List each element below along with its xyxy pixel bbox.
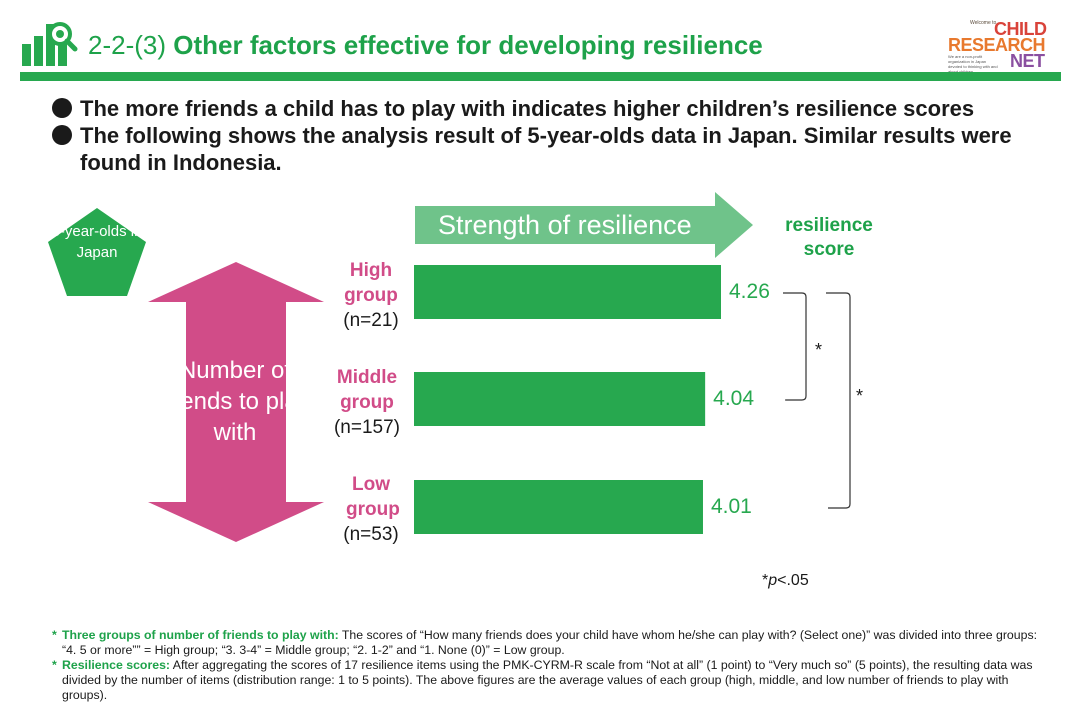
bar-chart-magnifier-icon [22, 22, 78, 66]
subject-badge: 5-year-olds in Japan [51, 223, 143, 261]
bar-middle [414, 372, 706, 426]
bar-value-label: 4.01 [710, 495, 752, 518]
p-note-p: p [768, 572, 778, 589]
header-rule [20, 72, 1061, 81]
significance-mark: * [856, 386, 864, 406]
p-value-note: *p<.05 [762, 572, 809, 590]
footnote-text: The scores of “How many friends does you… [62, 628, 1038, 657]
footnotes: * Three groups of number of friends to p… [52, 628, 1052, 703]
header: 2-2-(3) Other factors effective for deve… [0, 0, 1071, 84]
group-name: High group [344, 260, 398, 306]
group-name: Low group [346, 474, 400, 520]
section-code: 2-2-(3) [88, 30, 167, 60]
group-label-high: High group (n=21) [326, 258, 416, 333]
group-n: (n=157) [333, 417, 401, 438]
pentagon-badge-icon [48, 208, 146, 296]
brand-welcome: Welcome to [970, 20, 997, 26]
group-n: (n=21) [343, 310, 399, 331]
friends-axis-label: Number of friends to play with [160, 357, 310, 446]
significance-bracket-high-low [826, 292, 851, 509]
bullet-text: The more friends a child has to play wit… [80, 96, 975, 121]
group-label-middle: Middle group (n=157) [322, 365, 412, 440]
bar-high [414, 265, 721, 319]
brand-tagline: We are a non-profit organization in Japa… [948, 54, 998, 74]
significance-bracket-high-middle [783, 292, 807, 401]
footnote: * Resilience scores: After aggregating t… [52, 658, 1052, 703]
footnote: * Three groups of number of friends to p… [52, 628, 1052, 658]
bar-value-label: 4.26 [729, 280, 770, 303]
brand-word-child: CHILD [994, 19, 1047, 39]
footnote-heading: Resilience scores: [62, 658, 171, 672]
brand-logo: Welcome to CHILD RESEARCH NET We are a n… [946, 18, 1054, 74]
bullet-text: The following shows the analysis result … [80, 123, 1012, 175]
group-label-low: Low group (n=53) [326, 472, 416, 547]
brand-word-research: RESEARCH [948, 35, 1046, 55]
bullet-dot-icon [52, 125, 72, 145]
bar-value-label: 4.04 [713, 387, 755, 410]
brand-word-net: NET [1010, 51, 1045, 71]
footnote-text: After aggregating the scores of 17 resil… [62, 658, 1033, 702]
strength-arrow-icon [415, 192, 753, 258]
bullet-list: The more friends a child has to play wit… [52, 95, 1052, 176]
strength-label: Strength of resilience [438, 210, 692, 240]
footnote-star: * [52, 628, 57, 642]
score-header: resilience score [785, 215, 873, 260]
section-title: Other factors effective for developing r… [173, 30, 763, 60]
p-note-rest: <.05 [777, 572, 809, 589]
bullet-dot-icon [52, 98, 72, 118]
p-note-prefix: * [762, 572, 769, 589]
footnote-star: * [52, 658, 57, 672]
page-title: 2-2-(3) Other factors effective for deve… [88, 30, 763, 61]
significance-mark: * [815, 340, 823, 360]
bar-low [414, 480, 703, 534]
bullet-item: The more friends a child has to play wit… [52, 95, 1052, 122]
double-arrow-icon [148, 262, 324, 542]
group-name: Middle group [336, 367, 398, 413]
group-n: (n=53) [343, 524, 399, 545]
bullet-item: The following shows the analysis result … [52, 122, 1052, 176]
footnote-heading: Three groups of number of friends to pla… [62, 628, 339, 642]
